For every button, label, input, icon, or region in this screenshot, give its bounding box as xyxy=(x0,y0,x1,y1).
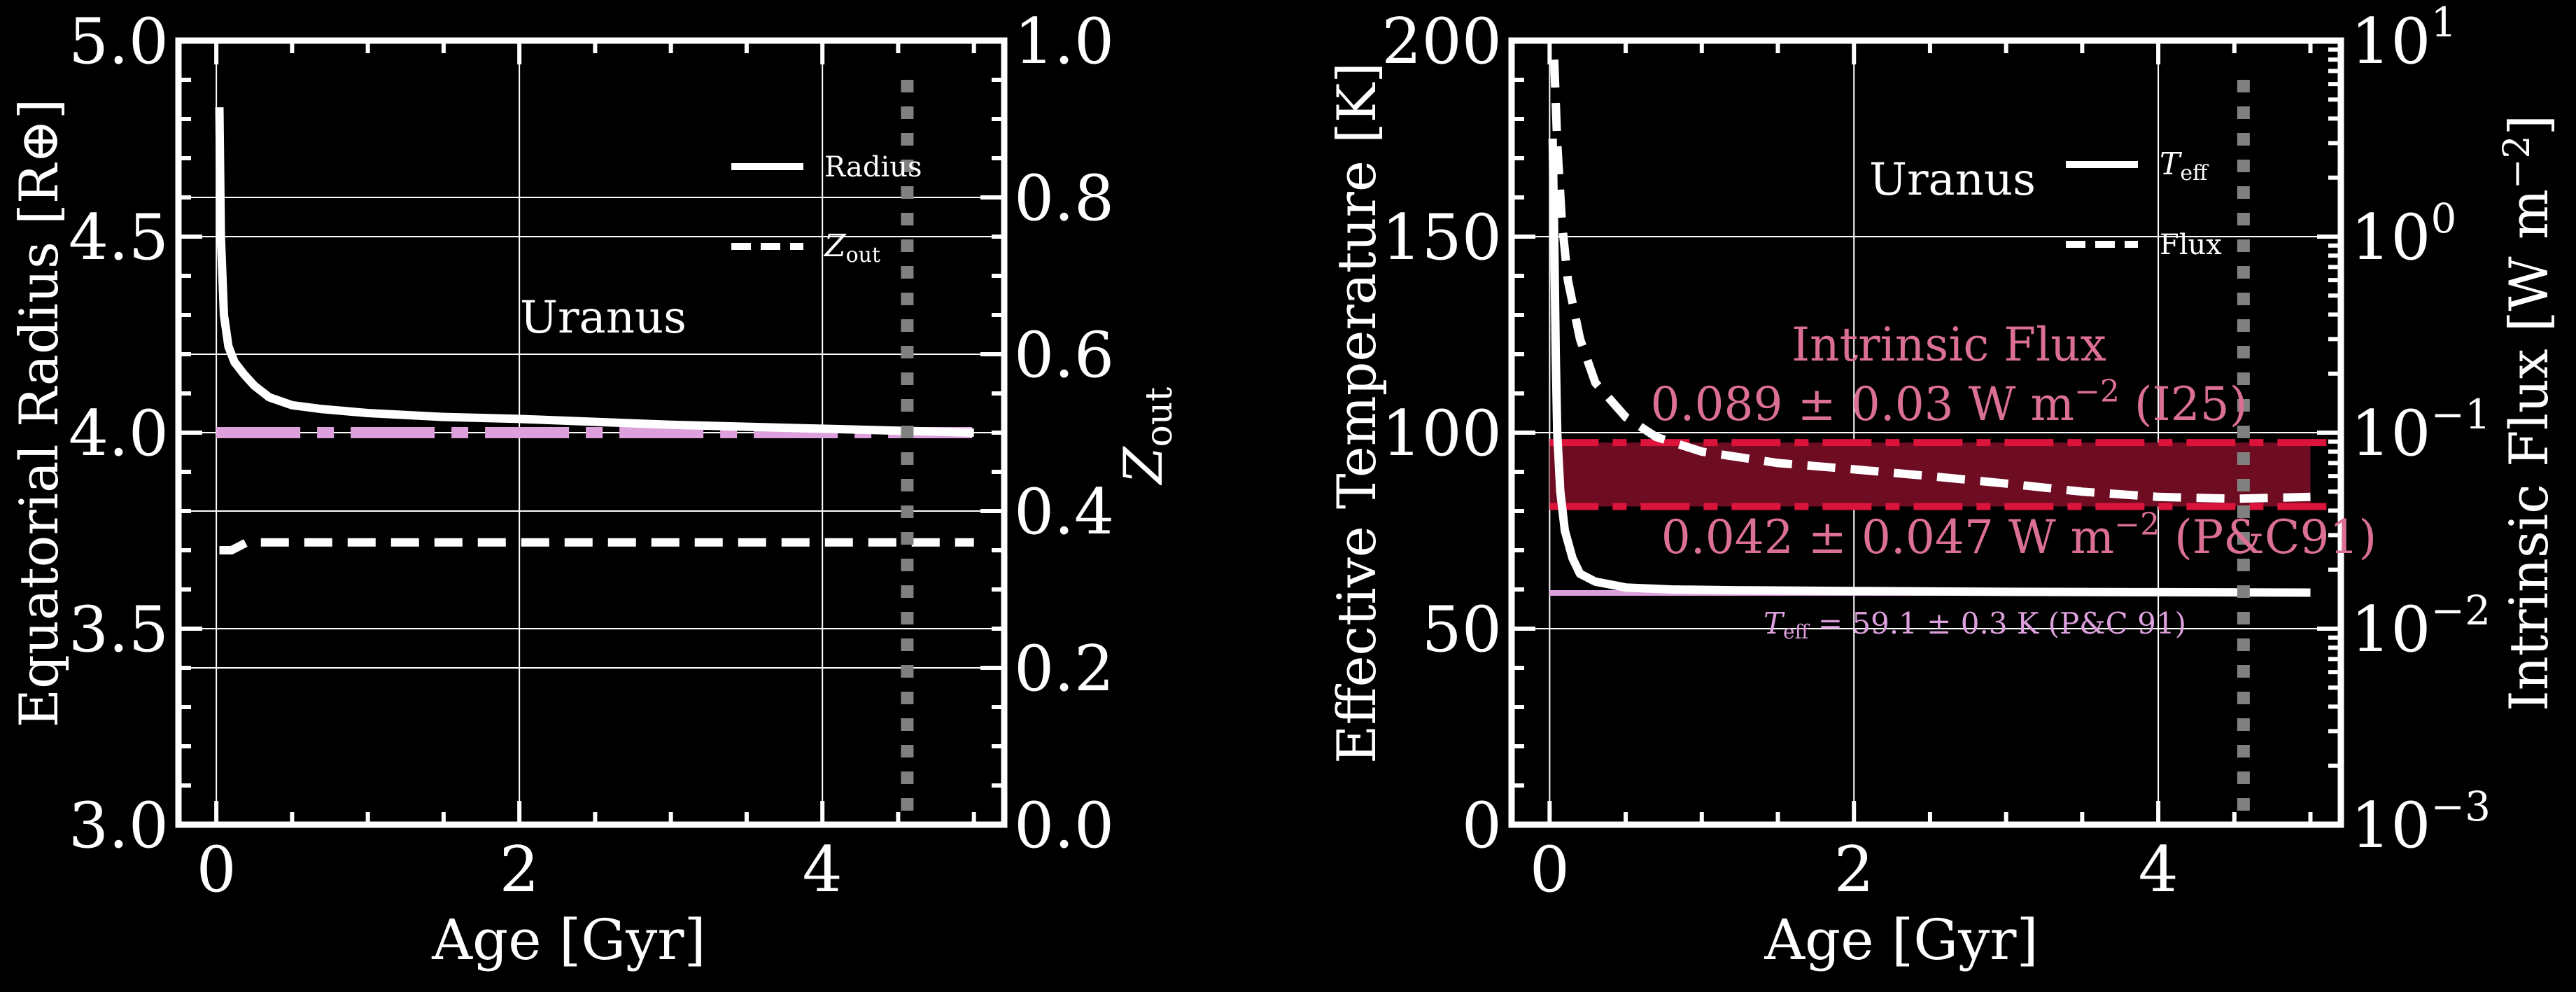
y2-tick-label: 10−1 xyxy=(2351,391,2491,470)
flux-band-fill xyxy=(1549,442,2311,507)
right-ticks xyxy=(1512,39,2341,827)
right-ylabel: Effective Temperature [K] xyxy=(1325,62,1388,764)
right-xlabel: Age [Gyr] xyxy=(1764,907,2039,972)
x-tick-label: 4 xyxy=(803,833,843,907)
y2-tick-label: 0.6 xyxy=(1014,319,1114,392)
left-xlabel: Age [Gyr] xyxy=(431,907,706,972)
y2-tick-label: 0.2 xyxy=(1014,632,1114,706)
x-tick-label: 2 xyxy=(500,833,540,907)
left-series xyxy=(215,107,974,554)
y-tick-label: 4.5 xyxy=(69,201,169,274)
legend-zout-label: Zout xyxy=(823,228,880,267)
right-legend: Teff Flux xyxy=(2066,146,2222,261)
y-tick-label: 3.5 xyxy=(69,593,169,666)
y-tick-label: 3.0 xyxy=(69,789,169,862)
series-line-radius xyxy=(215,107,974,437)
left-ylabel: Equatorial Radius [R⊕] xyxy=(8,99,70,728)
left-panel: 0 2 4 3.0 3.5 4.0 4.5 5.0 0.0 0.2 0.4 0.6 0.8 1.0 Age… xyxy=(8,5,1181,972)
series-line-flux xyxy=(1549,59,2311,503)
y2-tick-label: 10−3 xyxy=(2351,783,2491,862)
flux-lower-label: 0.042 ± 0.047 W m−2 (P&C91) xyxy=(1661,507,2377,564)
y-tick-label: 0 xyxy=(1462,789,1502,862)
right-annotation: Uranus xyxy=(1869,154,2036,206)
teff-observed-label: Teff = 59.1 ± 0.3 K (P&C 91) xyxy=(1764,606,2186,643)
y2-tick-label: 101 xyxy=(2351,0,2456,78)
x-tick-label: 0 xyxy=(196,833,236,907)
right-y2label: Intrinsic Flux [W m−2] xyxy=(2496,115,2560,711)
left-legend: Radius Zout xyxy=(731,151,922,267)
left-annotation: Uranus xyxy=(520,292,687,344)
intrinsic-flux-labels: Intrinsic Flux 0.089 ± 0.03 W m−2 (I25) … xyxy=(1651,318,2377,643)
y2-tick-label: 0.4 xyxy=(1014,475,1114,549)
series-line-teff xyxy=(1548,138,2311,597)
legend-teff-label: Teff xyxy=(2160,146,2209,186)
y-tick-label: 150 xyxy=(1381,201,1502,274)
y2-tick-label: 10−2 xyxy=(2351,587,2491,666)
y-tick-label: 50 xyxy=(1421,593,1502,666)
y-tick-label: 4.0 xyxy=(69,397,169,470)
right-tick-labels: 0 2 4 0 50 100 150 200 10−3 10−2 10−1 100 101 xyxy=(1381,0,2491,907)
y2-tick-label: 100 xyxy=(2351,195,2456,274)
x-tick-label: 2 xyxy=(1834,833,1874,907)
series-line-zout xyxy=(219,538,974,554)
legend-radius-label: Radius xyxy=(824,151,922,183)
y2-tick-label: 1.0 xyxy=(1014,5,1114,78)
y-tick-label: 100 xyxy=(1381,397,1502,470)
right-panel: 0 2 4 0 50 100 150 200 10−3 10−2 10−1 100 101 Age [G… xyxy=(1325,0,2560,972)
right-series xyxy=(1548,59,2311,597)
left-y2label: Zout xyxy=(1112,387,1181,486)
y-tick-label: 200 xyxy=(1381,5,1502,78)
legend-flux-label: Flux xyxy=(2160,229,2222,261)
y2-tick-label: 0.0 xyxy=(1014,789,1114,862)
flux-upper-label: 0.089 ± 0.03 W m−2 (I25) xyxy=(1651,374,2248,431)
flux-band-title: Intrinsic Flux xyxy=(1792,318,2106,372)
x-tick-label: 0 xyxy=(1530,833,1570,907)
y-tick-label: 5.0 xyxy=(69,5,169,78)
y2-tick-label: 0.8 xyxy=(1014,162,1114,235)
left-tick-labels: 0 2 4 3.0 3.5 4.0 4.5 5.0 0.0 0.2 0.4 0.6 0.8 1.0 xyxy=(69,5,1114,907)
left-ticks xyxy=(178,39,1004,827)
x-tick-label: 4 xyxy=(2138,833,2178,907)
